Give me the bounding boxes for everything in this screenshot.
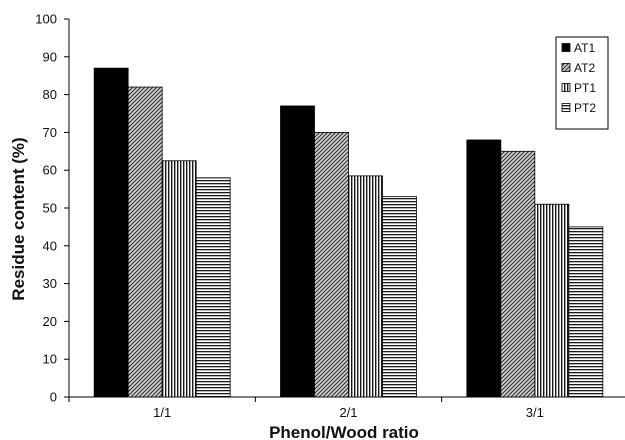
bar-pt2-3-1 (568, 226, 604, 398)
x-tick-label: 1/1 (153, 405, 171, 420)
y-tick-label: 70 (43, 125, 57, 140)
legend-label-at1: AT1 (574, 41, 595, 55)
y-tick-label: 80 (43, 87, 57, 102)
y-tick-label: 20 (43, 314, 57, 329)
legend-swatch-at1 (561, 43, 571, 52)
bar-pt2-2-1 (382, 196, 417, 398)
y-tick-label: 60 (43, 163, 57, 178)
legend: AT1 AT2 PT1 PT2 (555, 36, 609, 130)
legend-swatch-pt1 (561, 83, 571, 92)
bar-pt1-1-1 (161, 160, 197, 398)
x-axis: 1/1 2/1 3/1 (68, 396, 625, 420)
legend-label-at2: AT2 (574, 61, 595, 75)
y-tick-label: 90 (43, 49, 57, 64)
bar-pt1-3-1 (534, 203, 570, 398)
x-tick-label: 3/1 (526, 405, 544, 420)
legend-label-pt1: PT1 (574, 81, 596, 95)
bar-pt2-1-1 (195, 177, 231, 398)
y-axis: 0 10 20 30 40 50 60 70 80 90 100 (35, 12, 70, 405)
y-tick-label: 40 (43, 238, 57, 253)
legend-label-pt2: PT2 (574, 101, 596, 115)
y-tick-label: 0 (50, 390, 57, 405)
legend-swatch-pt2 (561, 103, 571, 112)
x-tick-label: 2/1 (339, 405, 357, 420)
bar-pt1-2-1 (348, 175, 383, 398)
x-axis-title: Phenol/Wood ratio (269, 423, 419, 440)
bar-at2-1-1 (127, 86, 163, 398)
y-tick-label: 30 (43, 276, 57, 291)
bar-at1-1-1 (93, 67, 129, 398)
bar-at2-3-1 (500, 150, 536, 398)
y-tick-label: 10 (43, 352, 57, 367)
bars-group (93, 67, 604, 398)
y-axis-title: Residue content (%) (9, 137, 28, 300)
bar-at1-2-1 (280, 105, 315, 398)
bar-at1-3-1 (466, 139, 502, 398)
legend-box (555, 36, 609, 130)
y-tick-label: 100 (35, 12, 57, 27)
legend-swatch-at2 (561, 63, 571, 72)
y-tick-label: 50 (43, 201, 57, 216)
bar-at2-2-1 (314, 131, 349, 398)
